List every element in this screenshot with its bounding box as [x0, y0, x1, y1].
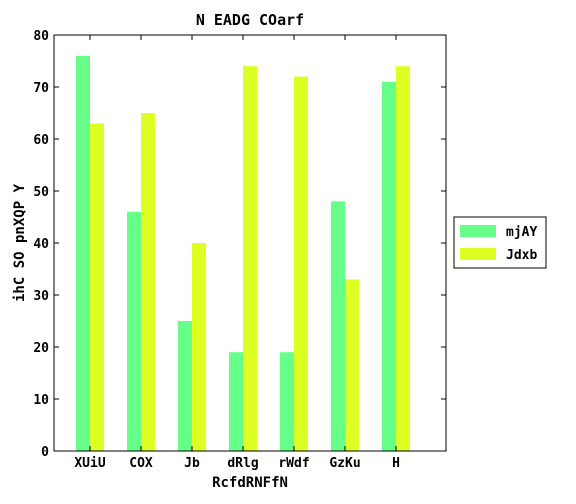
legend: mjAY Jdxb	[453, 216, 547, 269]
bar-Jdxb-XUiU	[90, 123, 104, 452]
bar-mjAY-XUiU	[76, 55, 90, 452]
bar-mjAY-COX	[127, 211, 141, 451]
y-tick-label: 70	[33, 81, 49, 96]
bar-mjAY-Jb	[178, 321, 192, 451]
bar-mjAY-dRlg	[229, 352, 243, 451]
bar-Jdxb-COX	[141, 113, 155, 451]
y-tick-label: 40	[33, 237, 49, 252]
x-tick-label: XUiU	[74, 456, 105, 471]
y-tick-label: 80	[33, 29, 49, 44]
x-tick-label: H	[392, 456, 400, 471]
x-tick-label: Jb	[184, 456, 200, 471]
bar-Jdxb-rWdf	[294, 76, 308, 451]
legend-swatch-Jdxb	[460, 248, 496, 260]
y-tick-label: 0	[41, 445, 49, 460]
bar-Jdxb-H	[396, 66, 410, 451]
bar-mjAY-GzKu	[331, 201, 345, 451]
x-tick-label: GzKu	[329, 456, 360, 471]
x-tick-label: dRlg	[227, 456, 258, 471]
bars-group	[76, 55, 410, 452]
legend-label-mjAY: mjAY	[506, 225, 537, 240]
x-axis-ticks: XUiU COX Jb dRlg rWdf GzKu H	[74, 35, 400, 471]
y-tick-label: 60	[33, 133, 49, 148]
bar-Jdxb-Jb	[192, 243, 206, 451]
bar-mjAY-H	[382, 81, 396, 452]
x-tick-label: rWdf	[278, 456, 309, 471]
bar-mjAY-rWdf	[280, 352, 294, 451]
bar-Jdxb-GzKu	[345, 279, 359, 451]
y-tick-label: 20	[33, 341, 49, 356]
x-axis-label: RcfdRNFfN	[212, 475, 288, 491]
legend-swatch-mjAY	[460, 225, 496, 237]
chart-title: N EADG COarf	[196, 11, 304, 29]
y-axis-label: ihC SO pnXQP Y	[12, 183, 28, 302]
y-tick-label: 10	[33, 393, 49, 408]
y-tick-label: 50	[33, 185, 49, 200]
legend-label-Jdxb: Jdxb	[506, 248, 537, 263]
y-axis-ticks: 0 10 20 30 40 50 60 70 80	[33, 29, 446, 460]
y-tick-label: 30	[33, 289, 49, 304]
bar-Jdxb-dRlg	[243, 66, 257, 451]
x-tick-label: COX	[129, 456, 153, 471]
